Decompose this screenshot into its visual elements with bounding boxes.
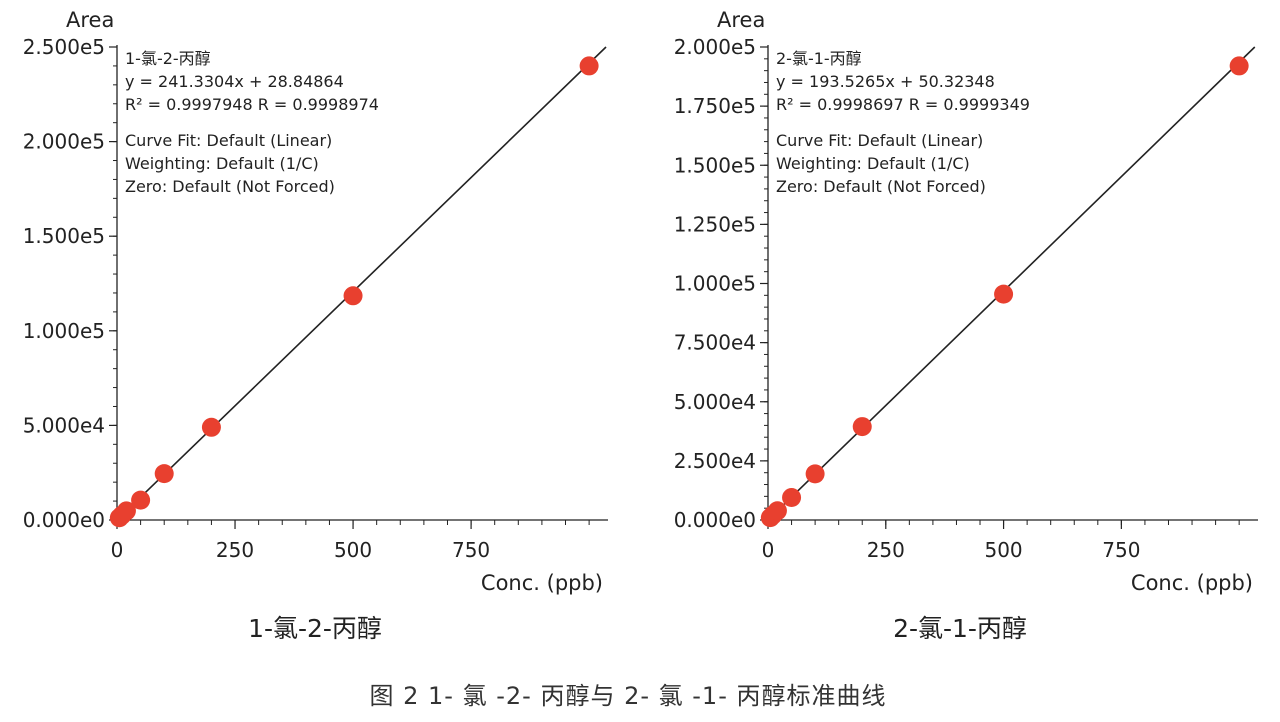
y-tick-label: 0.000e0 <box>23 508 105 532</box>
y-tick-label: 1.250e5 <box>674 212 756 236</box>
annotation-line: 2-氯-1-丙醇 <box>776 49 862 68</box>
y-tick-label: 2.000e5 <box>23 130 105 154</box>
chart-panel-1: 0.000e0 5.000e4 1.000e5 1.500e5 2.000e5 2.500… <box>23 8 608 643</box>
annotation-line: y = 241.3304x + 28.84864 <box>125 72 344 91</box>
y-tick-label: 5.000e4 <box>674 390 756 414</box>
annotation-line: Weighting: Default (1/C) <box>125 154 319 173</box>
y-tick-label: 0.000e0 <box>674 508 756 532</box>
x-axis-title: Conc. (ppb) <box>1131 571 1253 595</box>
annotation-line: 1-氯-2-丙醇 <box>125 49 211 68</box>
x-tick-label: 250 <box>216 538 254 562</box>
annotation-line: Weighting: Default (1/C) <box>776 154 970 173</box>
x-tick-label: 500 <box>984 538 1022 562</box>
annotation-line: R² = 0.9997948 R = 0.9998974 <box>125 95 379 114</box>
x-tick-label: 0 <box>762 538 775 562</box>
y-axis-title: Area <box>66 8 114 32</box>
regression-line <box>767 46 1256 521</box>
x-axis-title: Conc. (ppb) <box>481 571 603 595</box>
regression-line <box>116 46 607 521</box>
panel-subcaption: 2-氯-1-丙醇 <box>893 614 1027 643</box>
figure-caption: 图 2 1- 氯 -2- 丙醇与 2- 氯 -1- 丙醇标准曲线 <box>370 682 887 710</box>
x-tick-label: 250 <box>867 538 905 562</box>
annotation-line: Curve Fit: Default (Linear) <box>125 131 332 150</box>
data-point <box>579 56 599 76</box>
x-tick-label: 0 <box>111 538 124 562</box>
y-tick-label: 2.500e5 <box>23 35 105 59</box>
y-tick-label: 2.500e4 <box>674 449 756 473</box>
data-point <box>782 488 802 508</box>
y-tick-label: 2.000e5 <box>674 35 756 59</box>
chart-panel-2: 0.000e0 2.500e4 5.000e4 7.500e4 1.000e5 1.250… <box>674 8 1258 643</box>
panel-subcaption: 1-氯-2-丙醇 <box>248 614 382 643</box>
y-tick-label: 5.000e4 <box>23 413 105 437</box>
y-axis-title: Area <box>717 8 765 32</box>
annotation-line: Curve Fit: Default (Linear) <box>776 131 983 150</box>
x-tick-label: 750 <box>452 538 490 562</box>
data-point <box>1229 56 1249 76</box>
data-point <box>852 417 872 437</box>
data-point <box>201 417 221 437</box>
y-tick-label: 1.000e5 <box>23 319 105 343</box>
x-tick-label: 500 <box>334 538 372 562</box>
annotation-line: Zero: Default (Not Forced) <box>125 177 335 196</box>
data-point <box>767 501 787 521</box>
annotation-line: y = 193.5265x + 50.32348 <box>776 72 995 91</box>
y-tick-label: 7.500e4 <box>674 331 756 355</box>
data-point <box>994 284 1014 304</box>
y-tick-label: 1.500e5 <box>674 153 756 177</box>
y-tick-label: 1.000e5 <box>674 272 756 296</box>
x-tick-label: 750 <box>1102 538 1140 562</box>
annotation-line: Zero: Default (Not Forced) <box>776 177 986 196</box>
data-point <box>343 286 363 306</box>
data-point <box>805 464 825 484</box>
y-tick-label: 1.750e5 <box>674 94 756 118</box>
data-point <box>131 490 151 510</box>
data-point <box>116 501 136 521</box>
annotation-line: R² = 0.9998697 R = 0.9999349 <box>776 95 1030 114</box>
y-tick-label: 1.500e5 <box>23 224 105 248</box>
data-point <box>154 464 174 484</box>
